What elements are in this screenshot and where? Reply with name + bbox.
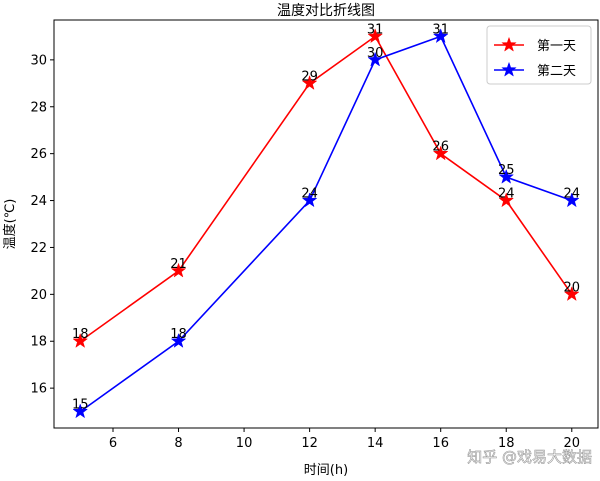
data-point-marker [367, 28, 384, 44]
data-point-marker [498, 168, 515, 184]
x-tick-label: 8 [174, 436, 182, 451]
watermark-text: 知乎 @戏易大数据 [467, 448, 592, 466]
data-label: 31 [367, 22, 384, 37]
data-point-marker [563, 286, 580, 302]
data-label: 24 [498, 187, 515, 202]
data-label: 30 [367, 46, 384, 61]
data-label: 29 [301, 69, 318, 84]
chart-title: 温度对比折线图 [277, 3, 375, 19]
data-point-marker [301, 75, 318, 90]
x-tick-label: 6 [109, 436, 117, 451]
y-tick-label: 20 [30, 288, 47, 303]
data-point-marker [432, 145, 449, 161]
data-point-marker [170, 262, 187, 278]
data-point-marker [301, 192, 318, 208]
y-tick-label: 30 [30, 53, 47, 68]
data-point-marker [498, 192, 515, 208]
legend-item[interactable]: 第一天 [494, 36, 576, 55]
data-label: 25 [498, 163, 515, 178]
data-label: 18 [170, 327, 187, 342]
plot-area-frame [53, 19, 599, 429]
y-tick-label: 16 [30, 382, 47, 397]
y-tick-label: 18 [30, 335, 47, 350]
x-tick-label: 10 [236, 436, 253, 451]
series-2: 15 18 24 30 31 25 24 [72, 22, 581, 419]
data-label: 15 [72, 398, 89, 413]
data-point-marker [170, 332, 187, 348]
data-label: 21 [170, 257, 187, 272]
x-tick-label: 18 [498, 436, 515, 451]
y-axis-title: 温度(℃) [2, 199, 18, 250]
legend-label: 第一天 [537, 39, 576, 54]
x-tick-label: 12 [301, 436, 318, 451]
data-point-marker [432, 28, 449, 44]
y-tick-label: 24 [30, 194, 47, 209]
data-point-marker [367, 51, 384, 67]
data-label: 20 [564, 280, 581, 295]
legend-item[interactable]: 第二天 [494, 61, 576, 80]
x-tick-label: 20 [564, 436, 581, 451]
x-axis-title: 时间(h) [304, 463, 348, 478]
data-label: 24 [301, 187, 318, 202]
x-axis: 6 8 10 12 14 16 18 20 [109, 428, 580, 451]
legend-star-icon [501, 61, 517, 77]
y-tick-label: 22 [30, 241, 47, 256]
y-axis: 16 18 20 22 24 26 28 30 [30, 53, 54, 397]
data-label: 31 [432, 22, 449, 37]
x-tick-label: 14 [367, 436, 384, 451]
data-point-marker [563, 192, 580, 208]
data-label: 18 [72, 327, 89, 342]
legend-label: 第二天 [537, 64, 576, 79]
series-1: 18 21 29 31 26 24 20 [72, 22, 581, 348]
data-point-marker [72, 403, 89, 419]
y-tick-label: 28 [30, 100, 47, 115]
y-tick-label: 26 [30, 147, 47, 162]
series-line [79, 35, 573, 413]
data-label: 24 [564, 187, 581, 202]
data-label: 26 [432, 140, 449, 155]
legend-star-icon [501, 36, 517, 52]
series-layer: 18 21 29 31 26 24 20 15 18 24 30 31 25 24 [72, 22, 581, 419]
x-tick-label: 16 [432, 436, 449, 451]
data-point-marker [72, 332, 89, 348]
